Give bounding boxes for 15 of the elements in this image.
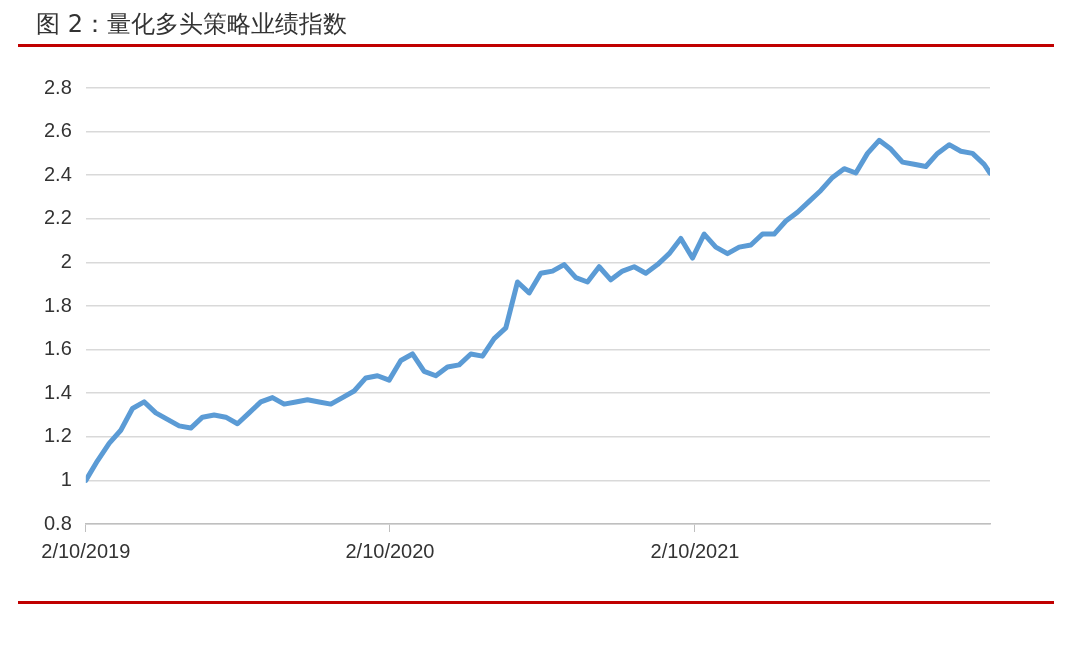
y-tick-label: 1.2	[43, 424, 72, 447]
x-tick-label: 2/10/2019	[41, 539, 131, 562]
chart-title: 图 2：量化多头策略业绩指数	[36, 9, 347, 40]
y-tick-label: 0.8	[43, 511, 72, 534]
y-tick-label: 1.6	[43, 337, 72, 360]
y-tick-label: 1.8	[43, 293, 72, 316]
y-tick-label: 2.8	[43, 75, 72, 98]
y-tick-label: 1.4	[43, 380, 72, 403]
y-tick-label: 2.4	[43, 162, 72, 185]
y-tick-label: 1	[60, 467, 72, 490]
x-tick-label: 2/10/2020	[345, 539, 435, 562]
y-tick-label: 2.6	[43, 119, 72, 142]
y-tick-label: 2.2	[43, 206, 72, 229]
x-tick-label: 2/10/2021	[650, 539, 740, 562]
y-tick-label: 2	[60, 249, 72, 272]
